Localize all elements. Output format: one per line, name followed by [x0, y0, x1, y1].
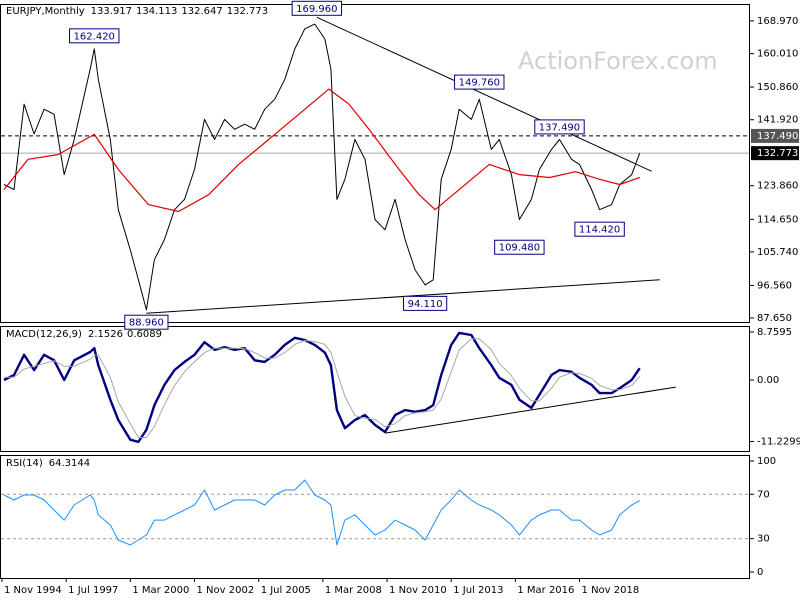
macd-pane: [0, 326, 750, 452]
y-tick-label: 100: [757, 456, 776, 467]
open: 133.917: [91, 6, 132, 17]
rsi-pane: [0, 455, 750, 579]
rsi-title: RSI(14): [6, 458, 43, 469]
x-tick-label: 1 Jul 2005: [261, 585, 311, 596]
series-line: [4, 338, 641, 438]
last-price-label: 132.773: [757, 148, 798, 159]
y-tick-label: 70: [757, 489, 770, 500]
annotation-box: [124, 314, 169, 330]
rsi-reading: 64.3144: [49, 458, 90, 469]
close: 132.773: [227, 6, 268, 17]
x-tick-label: 1 Nov 1994: [4, 585, 62, 596]
y-tick-label: 87.650: [757, 313, 792, 324]
annotation-box: [574, 221, 625, 237]
signal-reading: 0.6089: [127, 329, 162, 340]
low: 132.647: [181, 6, 222, 17]
annotation-label: 109.480: [499, 243, 540, 254]
series-line: [3, 88, 640, 213]
macd-title: MACD(12,26,9): [6, 329, 82, 340]
y-tick-label: 168.970: [757, 16, 798, 27]
watermark: ActionForex.com: [518, 47, 718, 75]
series-line: [3, 479, 640, 546]
x-tick-label: 1 Mar 2000: [132, 585, 189, 596]
y-tick-label: 96.560: [757, 280, 792, 291]
annotation-box: [534, 119, 585, 135]
trendline: [384, 386, 676, 434]
annotation-label: 88.960: [129, 318, 164, 329]
y-tick-label: 0: [757, 567, 763, 578]
price-header: EURJPY,Monthly 133.917 134.113 132.647 132.7…: [6, 6, 268, 17]
y-tick-label: -11.2299: [757, 437, 800, 448]
x-tick-label: 1 Nov 2010: [389, 585, 447, 596]
annotation-label: 137.490: [539, 122, 580, 133]
macd-header: MACD(12,26,9) 2.1526 0.6089: [6, 329, 162, 340]
annotation-box: [403, 295, 448, 311]
y-tick-label: 160.010: [757, 49, 798, 60]
last-price-box: [751, 146, 799, 161]
annotation-label: 149.760: [459, 78, 500, 89]
x-tick-label: 1 Mar 2008: [325, 585, 382, 596]
y-tick-label: 30: [757, 534, 770, 545]
price-line-label: 137.490: [757, 131, 798, 142]
annotation-box: [454, 74, 505, 90]
price-pane: [0, 4, 750, 323]
x-tick-label: 1 Jul 2013: [453, 585, 503, 596]
symbol: EURJPY,Monthly: [6, 6, 85, 17]
x-tick-label: 1 Nov 2018: [582, 585, 640, 596]
x-tick-label: 1 Nov 2002: [197, 585, 255, 596]
y-tick-label: 8.7595: [757, 327, 792, 338]
y-tick-label: 150.860: [757, 82, 798, 93]
price-line-box: [751, 128, 799, 143]
series-line: [3, 331, 641, 444]
trendline: [316, 16, 652, 172]
y-tick-label: 114.650: [757, 214, 798, 225]
macd-reading: 2.1526: [88, 329, 123, 340]
annotation-box: [69, 28, 120, 44]
x-tick-label: 1 Jul 1997: [68, 585, 118, 596]
y-tick-label: 141.920: [757, 115, 798, 126]
y-tick-label: 123.860: [757, 181, 798, 192]
annotation-box: [291, 0, 343, 16]
annotation-label: 169.960: [296, 4, 337, 15]
rsi-header: RSI(14) 64.3144: [6, 458, 90, 469]
y-tick-label: 105.740: [757, 247, 798, 258]
annotation-label: 94.110: [408, 299, 443, 310]
annotation-box: [494, 239, 545, 255]
x-tick-label: 1 Mar 2016: [517, 585, 574, 596]
high: 134.113: [136, 6, 177, 17]
series-line: [3, 23, 641, 311]
y-tick-label: 0.00: [757, 375, 779, 386]
annotation-label: 162.420: [74, 31, 115, 42]
annotation-label: 114.420: [579, 225, 620, 236]
